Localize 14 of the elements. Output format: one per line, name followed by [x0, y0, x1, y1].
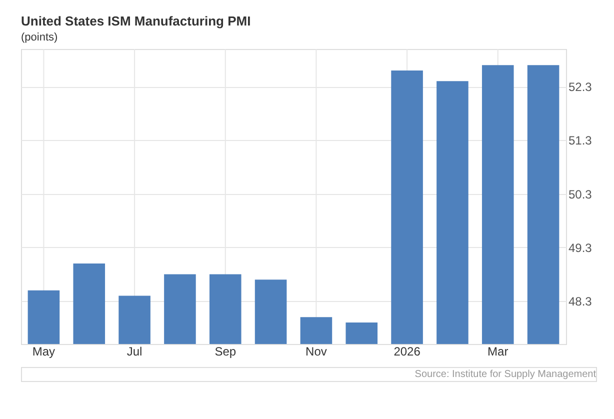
y-tick-label: 50.3 — [568, 187, 592, 202]
x-tick-label: Jul — [126, 344, 142, 358]
chart-title: United States ISM Manufacturing PMI — [21, 14, 251, 28]
x-tick-label: Mar — [488, 344, 508, 358]
chart-subtitle: (points) — [21, 32, 58, 44]
y-tick-label: 48.3 — [568, 294, 592, 309]
y-tick-label: 51.3 — [568, 134, 592, 148]
x-tick-label: Nov — [306, 344, 327, 358]
y-tick-label: 52.3 — [568, 80, 592, 94]
x-tick-label: Sep — [214, 344, 236, 358]
x-tick-label: 2026 — [394, 344, 421, 358]
x-tick-label: May — [32, 344, 56, 358]
y-tick-label: 49.3 — [568, 240, 592, 255]
source-note: Source: Institute for Supply Management — [414, 369, 596, 380]
